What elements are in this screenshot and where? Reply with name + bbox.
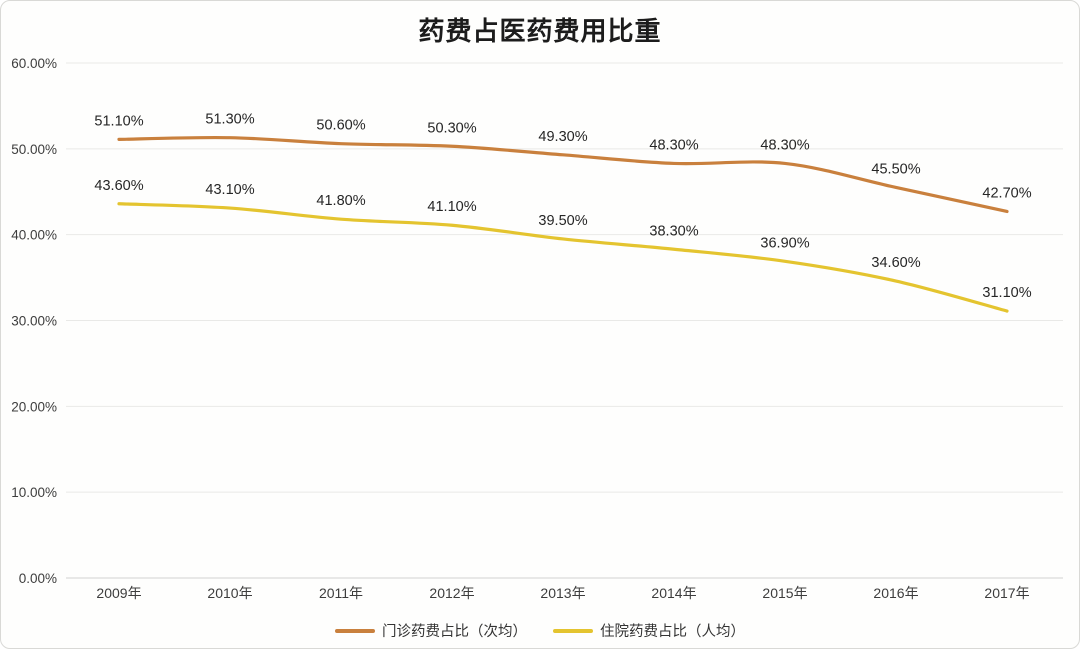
data-label: 48.30% (649, 137, 698, 153)
x-tick-label: 2015年 (762, 585, 807, 601)
data-label: 36.90% (760, 235, 809, 251)
data-label: 31.10% (982, 285, 1031, 301)
legend-label-outpatient: 门诊药费占比（次均） (382, 624, 527, 640)
data-label: 41.80% (316, 193, 365, 209)
data-label: 45.50% (871, 161, 920, 177)
data-label: 34.60% (871, 255, 920, 271)
x-tick-label: 2017年 (984, 585, 1029, 601)
x-tick-label: 2012年 (429, 585, 474, 601)
series-line-outpatient (117, 135, 1009, 214)
x-tick-label: 2013年 (540, 585, 585, 601)
data-label: 49.30% (538, 129, 587, 145)
x-tick-label: 2011年 (319, 585, 363, 601)
y-tick-label: 20.00% (11, 399, 57, 414)
x-tick-label: 2014年 (651, 585, 696, 601)
series-line-inpatient (117, 202, 1009, 313)
data-label: 51.30% (205, 112, 254, 128)
y-tick-label: 40.00% (11, 228, 57, 243)
chart-title: 药费占医药费用比重 (418, 16, 662, 46)
x-tick-label: 2009年 (96, 585, 141, 601)
y-tick-label: 30.00% (11, 314, 57, 329)
y-tick-label: 10.00% (11, 485, 57, 500)
data-label: 39.50% (538, 213, 587, 229)
data-label: 51.10% (94, 113, 143, 129)
data-label: 43.60% (94, 178, 143, 194)
legend-line-swatch-inpatient (553, 628, 593, 633)
y-tick-label: 50.00% (11, 142, 57, 157)
legend-item-inpatient: 住院药费占比（人均） (553, 620, 745, 641)
legend-line-swatch-outpatient (335, 628, 375, 633)
legend-item-outpatient: 门诊药费占比（次均） (335, 620, 527, 641)
y-tick-label: 60.00% (11, 56, 57, 71)
legend-label-inpatient: 住院药费占比（人均） (600, 624, 745, 640)
data-label: 43.10% (205, 182, 254, 198)
chart-legend: 门诊药费占比（次均） 住院药费占比（人均） (1, 620, 1079, 641)
x-tick-label: 2010年 (207, 585, 252, 601)
x-tick-label: 2016年 (873, 585, 918, 601)
data-label: 50.30% (427, 120, 476, 136)
y-tick-label: 0.00% (19, 571, 57, 586)
data-label: 48.30% (760, 137, 809, 153)
data-label: 50.60% (316, 118, 365, 134)
data-label: 41.10% (427, 199, 476, 215)
data-label: 38.30% (649, 223, 698, 239)
data-label: 42.70% (982, 185, 1031, 201)
